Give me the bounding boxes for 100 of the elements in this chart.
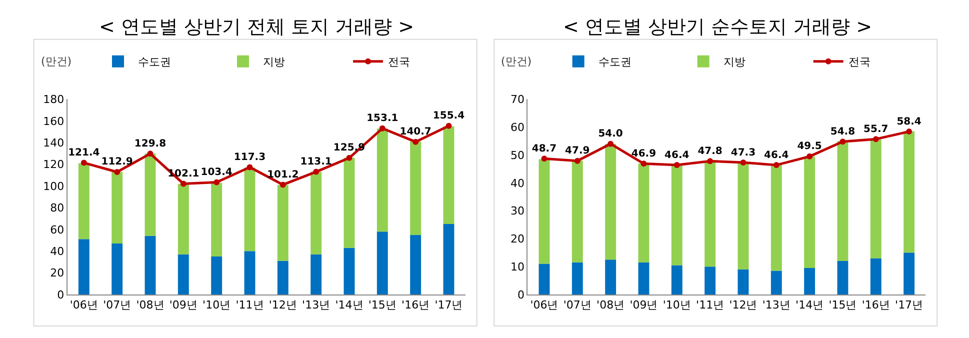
data-label: 121.4: [68, 148, 100, 159]
chart-title: < 연도별 상반기 전체 토지 거래량 >: [99, 16, 414, 38]
bar: [78, 163, 90, 240]
point: [640, 160, 647, 167]
y-tick-label: 180: [43, 93, 64, 106]
bar: [443, 126, 454, 224]
bar: [410, 142, 422, 235]
data-label: 54.0: [598, 128, 623, 140]
point: [280, 182, 286, 188]
y-tick-label: 120: [43, 158, 64, 172]
bar: [904, 252, 915, 294]
data-label: 101.2: [267, 169, 299, 180]
bar: [144, 236, 156, 294]
bar: [837, 141, 848, 262]
point: [80, 160, 87, 166]
x-tick-label: '10년: [202, 298, 231, 312]
bar: [770, 270, 782, 294]
bar: [112, 244, 123, 294]
bar: [870, 140, 882, 258]
y-tick-label: 50: [510, 148, 524, 162]
x-tick-label: '11년: [236, 298, 264, 312]
y-tick-label: 0: [57, 288, 64, 302]
y-tick-label: 40: [510, 176, 524, 190]
y-tick-label: 0: [517, 288, 524, 302]
x-tick-label: '07년: [103, 298, 132, 312]
data-label: 153.1: [366, 113, 398, 124]
bar: [837, 261, 848, 294]
data-label: 46.4: [664, 150, 690, 161]
y-axis-title: (만건): [41, 55, 72, 68]
x-tick-label: '07년: [563, 298, 592, 312]
y-tick-label: 30: [510, 204, 524, 218]
point: [574, 158, 580, 164]
bar: [638, 262, 650, 294]
bar: [112, 172, 123, 244]
data-label: 46.4: [764, 150, 789, 161]
data-label: 46.9: [631, 148, 656, 160]
point: [313, 168, 320, 175]
point: [740, 160, 746, 166]
bar: [178, 254, 189, 294]
x-tick-label: '13년: [762, 298, 790, 312]
bar: [310, 172, 322, 254]
x-tick-label: '15년: [828, 298, 857, 312]
point: [379, 125, 386, 132]
bar: [671, 265, 682, 294]
point: [541, 156, 548, 162]
legend-label: 전국: [388, 56, 410, 69]
bar: [738, 162, 749, 270]
bar: [211, 256, 222, 294]
point: [446, 122, 452, 129]
data-label: 47.3: [730, 147, 756, 158]
x-tick-label: '17년: [434, 298, 463, 312]
bar: [605, 260, 616, 294]
x-tick-label: '09년: [169, 298, 198, 312]
bar: [78, 239, 90, 294]
bar: [870, 258, 882, 294]
x-tick-label: '12년: [729, 298, 758, 312]
y-tick-label: 80: [50, 202, 64, 215]
x-tick-label: '13년: [302, 298, 330, 312]
x-tick-label: '06년: [530, 298, 558, 312]
x-tick-label: '08년: [596, 298, 625, 312]
y-tick-label: 60: [510, 120, 524, 134]
data-label: 47.9: [565, 146, 590, 157]
bar: [244, 251, 256, 294]
bar: [572, 262, 583, 294]
point: [147, 150, 154, 157]
point: [114, 169, 120, 175]
y-tick-label: 160: [43, 114, 64, 128]
chart-title: < 연도별 상반기 순수토지 거래량 >: [563, 16, 872, 38]
bar: [410, 234, 422, 294]
bar: [344, 248, 355, 294]
x-tick-label: '10년: [662, 298, 691, 312]
bar: [538, 264, 550, 294]
point: [773, 162, 780, 168]
x-tick-label: '12년: [268, 298, 297, 312]
point: [840, 138, 846, 145]
point: [246, 164, 253, 170]
point: [412, 138, 419, 145]
bar: [344, 158, 355, 248]
legend-label: 수도권: [598, 56, 632, 69]
y-tick-label: 140: [43, 136, 64, 150]
bar: [704, 160, 716, 267]
bar: [443, 224, 454, 294]
point: [906, 128, 912, 135]
point: [608, 140, 614, 147]
data-label: 47.8: [698, 146, 722, 157]
bar: [376, 128, 388, 232]
x-tick-label: '14년: [335, 298, 364, 312]
bar: [638, 163, 650, 262]
legend-label: 전국: [848, 56, 870, 69]
x-tick-label: '17년: [895, 298, 924, 312]
x-tick-label: '16년: [402, 298, 430, 312]
point: [180, 180, 186, 187]
point: [214, 179, 220, 186]
x-tick-label: '09년: [630, 298, 658, 312]
y-tick-label: 40: [50, 244, 64, 258]
bar: [704, 266, 716, 294]
bar: [804, 268, 816, 294]
data-label: 58.4: [896, 116, 922, 128]
data-label: 140.7: [400, 126, 432, 138]
point: [707, 158, 714, 164]
